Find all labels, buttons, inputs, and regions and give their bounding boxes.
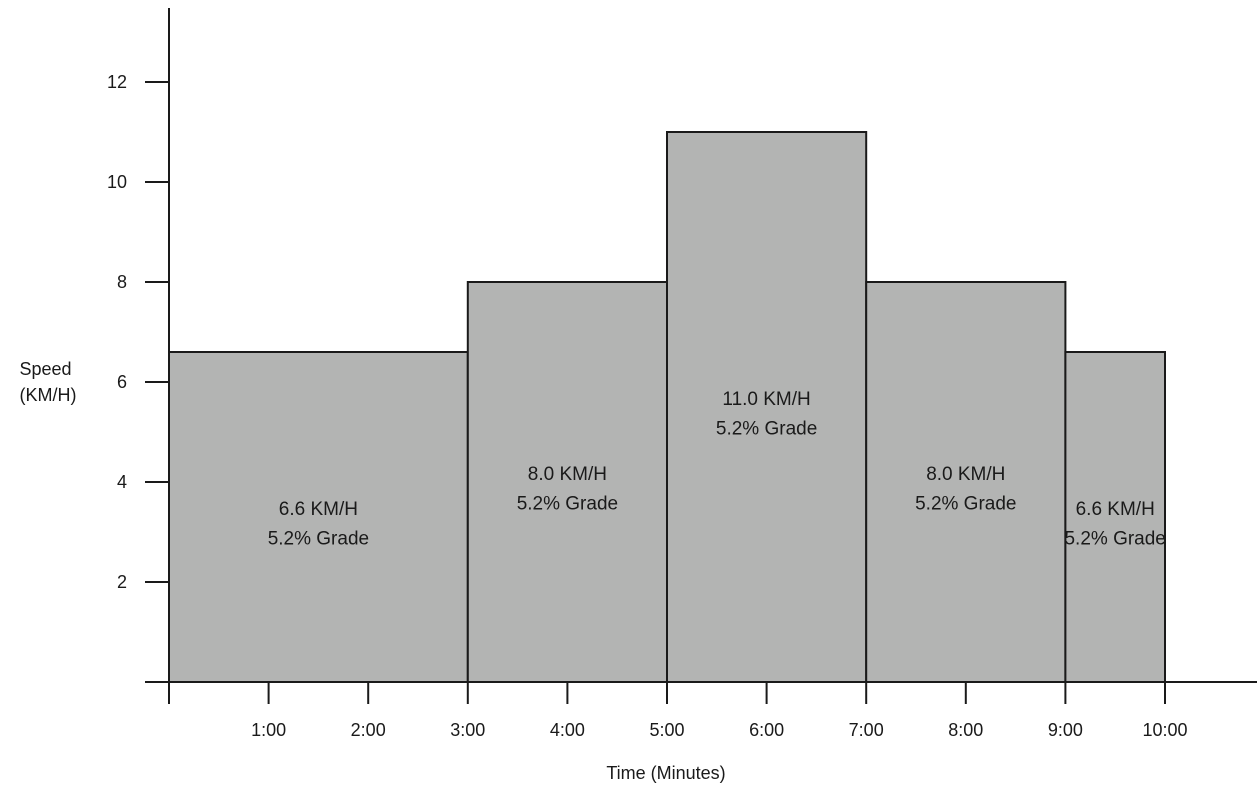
x-axis-title: Time (Minutes) xyxy=(606,763,725,783)
bar-label-5-line-1: 6.6 KM/H xyxy=(1076,499,1155,520)
y-axis-title: Speed (KM/H) xyxy=(19,359,76,405)
bar-label-2: 8.0 KM/H 5.2% Grade xyxy=(517,464,618,514)
x-tick-label-1: 1:00 xyxy=(251,720,286,740)
y-axis-title-line-1: Speed xyxy=(19,359,71,379)
x-tick-label-9: 9:00 xyxy=(1048,720,1083,740)
y-tick-label-12: 12 xyxy=(107,72,127,92)
bar-1 xyxy=(168,351,469,683)
y-tick-label-8: 8 xyxy=(117,272,127,292)
bar-label-3: 11.0 KM/H 5.2% Grade xyxy=(716,389,817,439)
bar-label-5: 6.6 KM/H 5.2% Grade xyxy=(1064,499,1165,549)
bar-label-3-line-1: 11.0 KM/H xyxy=(722,389,810,410)
x-tick-label-10: 10:00 xyxy=(1142,720,1187,740)
ticks-layer: 2 4 6 8 10 12 1:00 2:00 3:00 4:00 5:00 6:00 7:00 8:00… xyxy=(107,72,1188,740)
y-tick-label-10: 10 xyxy=(107,172,127,192)
bar-4 xyxy=(865,281,1067,683)
x-tick-label-8: 8:00 xyxy=(948,720,983,740)
bar-3 xyxy=(666,131,868,683)
bar-label-4-line-1: 8.0 KM/H xyxy=(926,464,1005,485)
y-tick-label-2: 2 xyxy=(117,572,127,592)
bar-5 xyxy=(1064,351,1167,683)
x-tick-label-3: 3:00 xyxy=(450,720,485,740)
bar-label-1-line-1: 6.6 KM/H xyxy=(279,499,358,520)
bar-2 xyxy=(466,281,668,683)
x-tick-label-6: 6:00 xyxy=(749,720,784,740)
bar-label-4: 8.0 KM/H 5.2% Grade xyxy=(915,464,1016,514)
x-tick-label-2: 2:00 xyxy=(351,720,386,740)
bar-label-2-line-2: 5.2% Grade xyxy=(517,493,618,514)
bar-label-2-line-1: 8.0 KM/H xyxy=(528,464,607,485)
bar-label-1: 6.6 KM/H 5.2% Grade xyxy=(268,499,369,549)
y-tick-label-4: 4 xyxy=(117,472,127,492)
x-tick-label-7: 7:00 xyxy=(849,720,884,740)
y-tick-label-6: 6 xyxy=(117,372,127,392)
bar-label-5-line-2: 5.2% Grade xyxy=(1064,528,1165,549)
axes-layer xyxy=(145,8,1257,704)
x-tick-label-5: 5:00 xyxy=(649,720,684,740)
x-tick-label-4: 4:00 xyxy=(550,720,585,740)
y-axis-title-line-2: (KM/H) xyxy=(20,385,77,405)
bar-label-4-line-2: 5.2% Grade xyxy=(915,493,1016,514)
bars-layer xyxy=(168,131,1167,683)
bar-label-3-line-2: 5.2% Grade xyxy=(716,418,817,439)
bar-label-1-line-2: 5.2% Grade xyxy=(268,528,369,549)
